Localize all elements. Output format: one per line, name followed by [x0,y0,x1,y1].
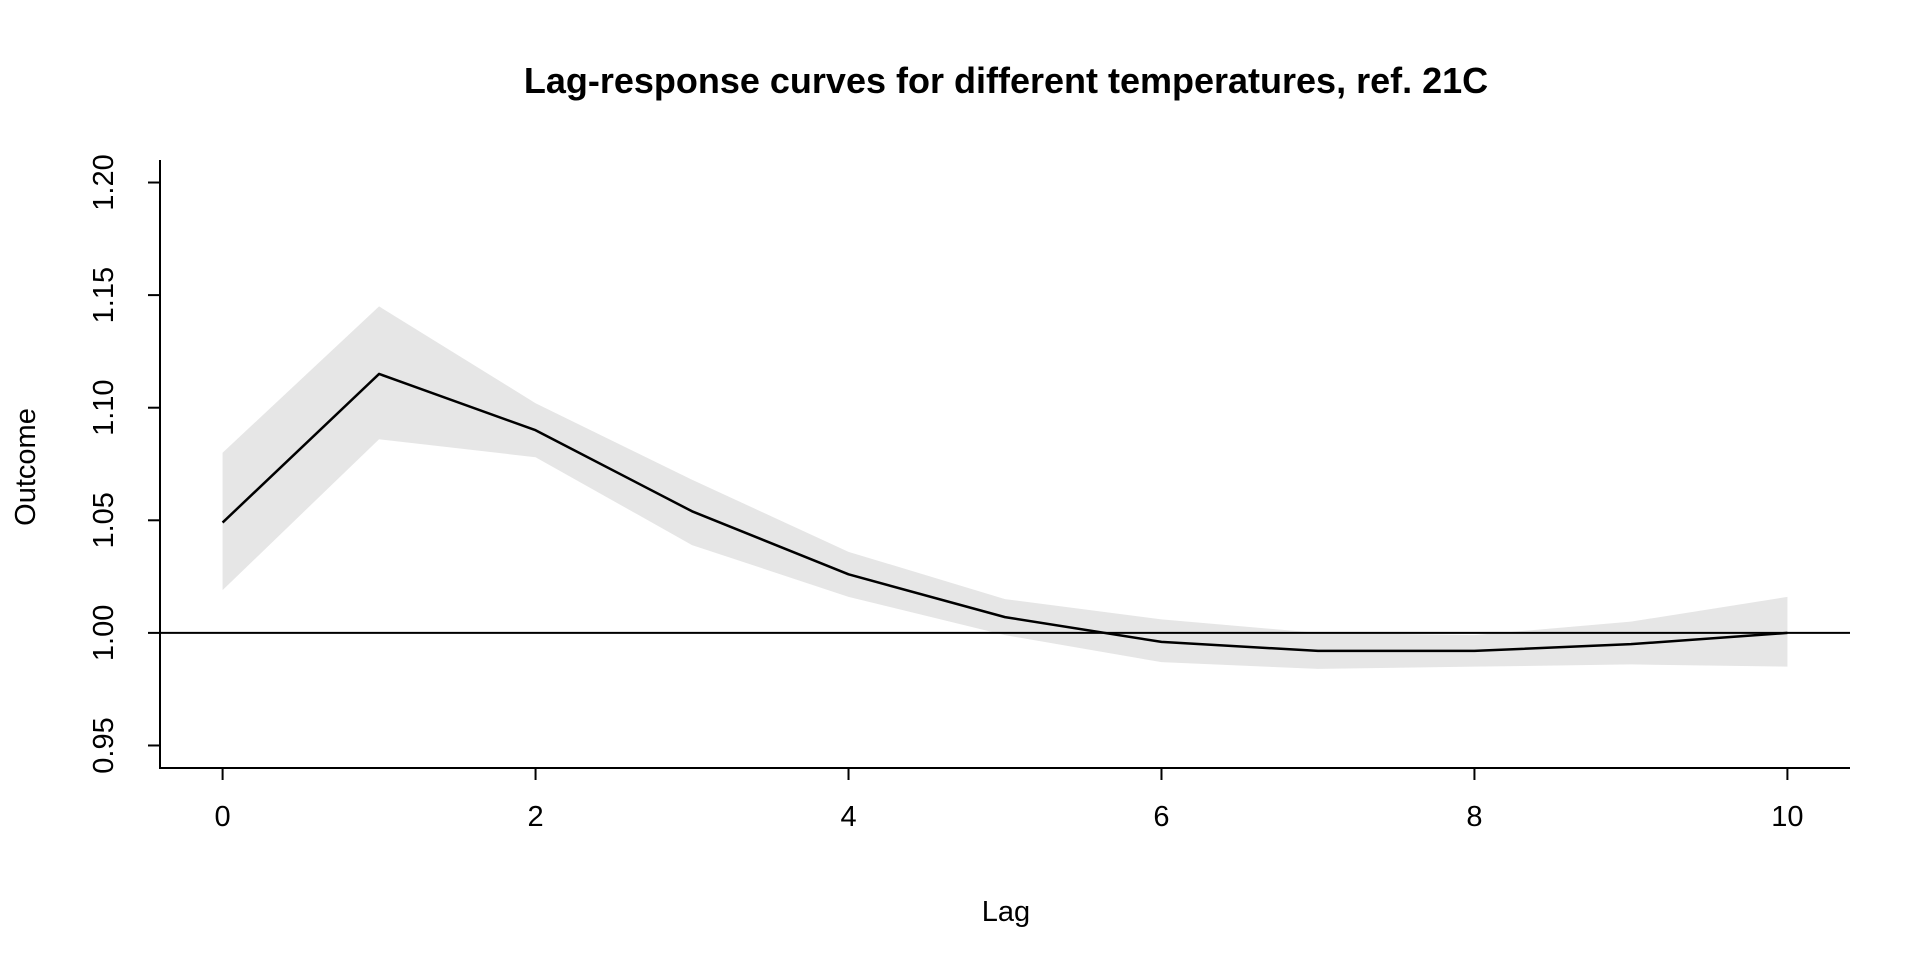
y-axis-label: Outcome [10,408,42,526]
plot-area [160,306,1850,669]
y-tick-label: 1.05 [88,492,120,548]
series-line [221,372,1788,653]
y-tick-label: 1.20 [88,154,120,210]
x-tick-label: 2 [527,801,543,833]
y-tick-label: 0.95 [88,717,120,773]
x-tick-label: 8 [1466,801,1482,833]
plot-frame [159,160,1850,769]
y-tick-label: 1.10 [88,379,120,435]
x-tick-label: 0 [215,801,231,833]
x-axis-label: Lag [982,896,1030,928]
x-tick-label: 6 [1153,801,1169,833]
y-tick-label: 1.15 [88,267,120,323]
y-tick-label: 1.00 [88,605,120,661]
x-tick-label: 10 [1771,801,1803,833]
confidence-band [222,306,1788,669]
chart-title: Lag-response curves for different temper… [524,60,1488,101]
axes: 0 2 4 6 8 10 0.95 1.00 1.05 1.10 1.15 1.20 [88,154,1850,833]
x-tick-label: 4 [840,801,856,833]
